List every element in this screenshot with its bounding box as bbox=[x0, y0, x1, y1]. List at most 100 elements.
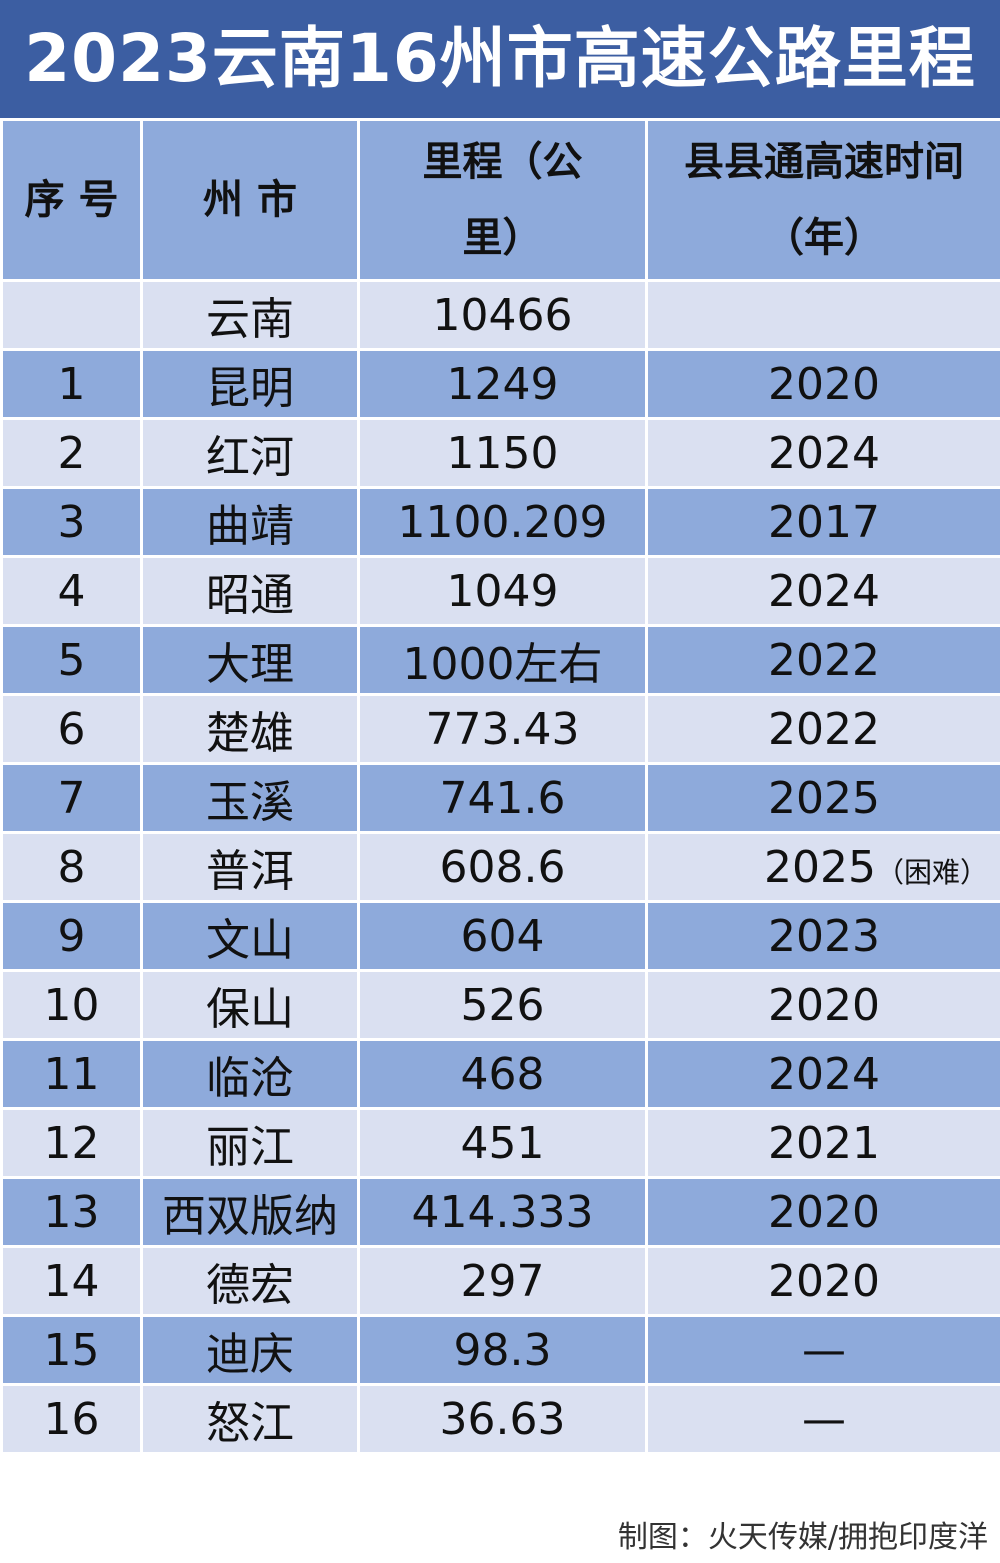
cell-city: 昆明 bbox=[140, 348, 360, 420]
cell-year: 2017 bbox=[645, 486, 1000, 558]
mileage-value: 10466 bbox=[432, 289, 573, 341]
table-row: 4 昭通 1049 2024 bbox=[0, 555, 1000, 627]
cell-year: 2024 bbox=[645, 555, 1000, 627]
year-value: 2024 bbox=[768, 427, 880, 479]
cell-index: 8 bbox=[0, 831, 143, 903]
mileage-value: 297 bbox=[460, 1255, 545, 1307]
cell-year: 2020 bbox=[645, 1245, 1000, 1317]
header-mileage: 里程（公里） bbox=[357, 118, 648, 282]
cell-year: 2020 bbox=[645, 348, 1000, 420]
cell-mileage: 604 bbox=[357, 900, 648, 972]
cell-mileage: 1150 bbox=[357, 417, 648, 489]
year-value: 2020 bbox=[768, 358, 880, 410]
page-title: 2023云南16州市高速公路里程 bbox=[0, 0, 1000, 118]
index-value: 1 bbox=[57, 358, 86, 410]
index-value: 15 bbox=[43, 1324, 100, 1376]
cell-city: 丽江 bbox=[140, 1107, 360, 1179]
table-header-row: 序 号 州 市 里程（公里） 县县通高速时间 （年） bbox=[0, 118, 1000, 282]
cell-city: 曲靖 bbox=[140, 486, 360, 558]
cell-index: 16 bbox=[0, 1383, 143, 1455]
table-row: 8 普洱 608.6 2025（困难） bbox=[0, 831, 1000, 903]
table-row: 3 曲靖 1100.209 2017 bbox=[0, 486, 1000, 558]
mileage-value: 604 bbox=[460, 910, 545, 962]
table-row: 5 大理 1000左右 2022 bbox=[0, 624, 1000, 696]
city-value: 曲靖 bbox=[206, 501, 294, 552]
header-city: 州 市 bbox=[140, 118, 360, 282]
cell-city: 红河 bbox=[140, 417, 360, 489]
year-value: 2023 bbox=[768, 910, 880, 962]
cell-year: 2022 bbox=[645, 693, 1000, 765]
year-value: 2022 bbox=[768, 634, 880, 686]
cell-mileage: 98.3 bbox=[357, 1314, 648, 1386]
city-value: 保山 bbox=[206, 984, 294, 1035]
cell-city: 西双版纳 bbox=[140, 1176, 360, 1248]
year-value: 2025 bbox=[768, 772, 880, 824]
cell-year: 2022 bbox=[645, 624, 1000, 696]
mileage-table: 序 号 州 市 里程（公里） 县县通高速时间 （年） 云南 10466 1 昆明 1249… bbox=[0, 118, 1000, 1455]
cell-mileage: 1000左右 bbox=[357, 624, 648, 696]
city-value: 西双版纳 bbox=[162, 1191, 338, 1242]
mileage-value: 741.6 bbox=[439, 772, 566, 824]
cell-index: 7 bbox=[0, 762, 143, 834]
table-row: 云南 10466 bbox=[0, 279, 1000, 351]
year-value: 2021 bbox=[768, 1117, 880, 1169]
cell-index: 3 bbox=[0, 486, 143, 558]
credit-footer: 制图：火天传媒/拥抱印度洋 bbox=[617, 1520, 988, 1555]
year-value: — bbox=[802, 1393, 846, 1445]
index-value: 5 bbox=[57, 634, 86, 686]
cell-city: 昭通 bbox=[140, 555, 360, 627]
cell-city: 迪庆 bbox=[140, 1314, 360, 1386]
cell-mileage: 297 bbox=[357, 1245, 648, 1317]
table-row: 11 临沧 468 2024 bbox=[0, 1038, 1000, 1110]
year-value: 2025 bbox=[764, 841, 876, 893]
cell-index: 9 bbox=[0, 900, 143, 972]
city-value: 丽江 bbox=[206, 1122, 294, 1173]
header-year: 县县通高速时间 （年） bbox=[645, 118, 1000, 282]
cell-index bbox=[0, 279, 143, 351]
mileage-value: 36.63 bbox=[439, 1393, 566, 1445]
cell-mileage: 773.43 bbox=[357, 693, 648, 765]
year-note: （困难） bbox=[875, 855, 988, 889]
mileage-value: 1049 bbox=[446, 565, 559, 617]
table-row: 7 玉溪 741.6 2025 bbox=[0, 762, 1000, 834]
city-value: 大理 bbox=[206, 639, 294, 690]
index-value: 13 bbox=[43, 1186, 100, 1238]
cell-mileage: 414.333 bbox=[357, 1176, 648, 1248]
index-value: 9 bbox=[57, 910, 86, 962]
cell-city: 云南 bbox=[140, 279, 360, 351]
index-value: 7 bbox=[57, 772, 86, 824]
cell-year: 2020 bbox=[645, 969, 1000, 1041]
city-value: 楚雄 bbox=[206, 708, 294, 759]
header-mileage-label: 里程（公里） bbox=[422, 139, 583, 261]
index-value: 8 bbox=[57, 841, 86, 893]
cell-year: — bbox=[645, 1383, 1000, 1455]
table-row: 15 迪庆 98.3 — bbox=[0, 1314, 1000, 1386]
cell-city: 怒江 bbox=[140, 1383, 360, 1455]
index-value: 14 bbox=[43, 1255, 100, 1307]
cell-year: 2025 bbox=[645, 762, 1000, 834]
table-row: 13 西双版纳 414.333 2020 bbox=[0, 1176, 1000, 1248]
year-value: 2024 bbox=[768, 565, 880, 617]
city-value: 怒江 bbox=[206, 1398, 294, 1449]
index-value: 10 bbox=[43, 979, 100, 1031]
index-value: 4 bbox=[57, 565, 86, 617]
year-value: 2024 bbox=[768, 1048, 880, 1100]
year-value: 2020 bbox=[768, 1255, 880, 1307]
mileage-value: 1000左右 bbox=[402, 639, 603, 690]
cell-year: 2024 bbox=[645, 417, 1000, 489]
city-value: 昆明 bbox=[206, 363, 294, 414]
cell-index: 4 bbox=[0, 555, 143, 627]
cell-city: 楚雄 bbox=[140, 693, 360, 765]
mileage-value: 608.6 bbox=[439, 841, 566, 893]
year-value: 2020 bbox=[768, 979, 880, 1031]
city-value: 临沧 bbox=[206, 1053, 294, 1104]
city-value: 迪庆 bbox=[206, 1329, 294, 1380]
table-row: 9 文山 604 2023 bbox=[0, 900, 1000, 972]
cell-city: 保山 bbox=[140, 969, 360, 1041]
cell-year: 2021 bbox=[645, 1107, 1000, 1179]
city-value: 云南 bbox=[206, 294, 294, 345]
cell-mileage: 1249 bbox=[357, 348, 648, 420]
cell-year bbox=[645, 279, 1000, 351]
table-row: 2 红河 1150 2024 bbox=[0, 417, 1000, 489]
cell-city: 临沧 bbox=[140, 1038, 360, 1110]
